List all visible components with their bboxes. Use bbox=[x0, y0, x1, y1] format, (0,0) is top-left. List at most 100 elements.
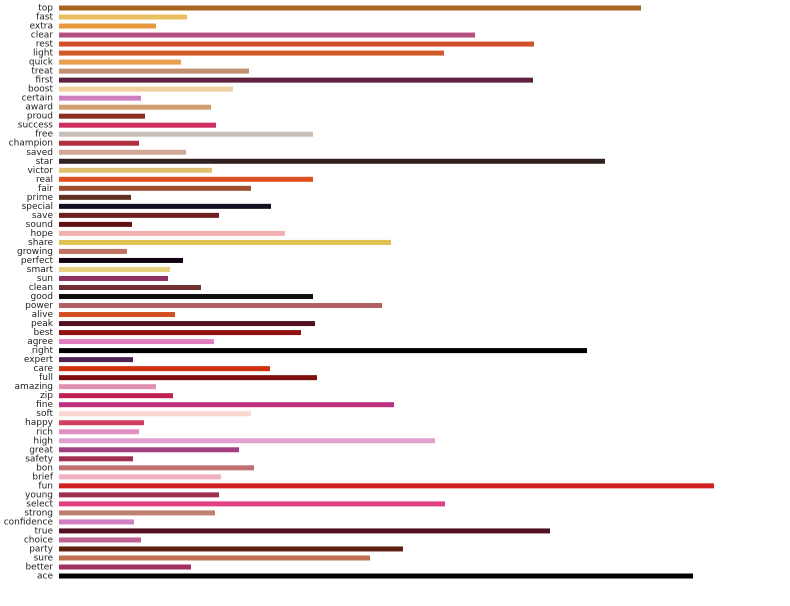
bar bbox=[59, 519, 134, 525]
y-tick-label: clean bbox=[29, 283, 53, 293]
bar bbox=[59, 230, 285, 236]
bar bbox=[59, 185, 251, 191]
y-tick-label: victor bbox=[27, 166, 53, 176]
bar bbox=[59, 77, 533, 83]
y-tick-label: free bbox=[35, 130, 53, 140]
bar bbox=[59, 474, 221, 480]
y-tick-label: best bbox=[34, 328, 54, 338]
bar bbox=[59, 465, 254, 471]
y-tick-label: ace bbox=[37, 572, 53, 582]
y-tick-label: fast bbox=[36, 13, 53, 23]
bar bbox=[59, 131, 313, 137]
y-tick-label: real bbox=[36, 175, 53, 185]
bar bbox=[59, 483, 714, 489]
y-tick-label: treat bbox=[31, 67, 53, 77]
bar bbox=[59, 59, 181, 65]
y-tick-label: sure bbox=[34, 553, 54, 563]
bar bbox=[59, 375, 317, 381]
y-tick-label: care bbox=[33, 364, 53, 374]
y-tick-label: special bbox=[22, 202, 53, 212]
y-tick-label: right bbox=[32, 346, 54, 356]
y-tick-label: peak bbox=[31, 319, 54, 329]
bar bbox=[59, 194, 131, 200]
y-tick-label: light bbox=[33, 49, 53, 59]
bar bbox=[59, 5, 641, 11]
bar bbox=[59, 23, 156, 29]
bar bbox=[59, 212, 219, 218]
bar bbox=[59, 564, 191, 570]
y-tick-label: star bbox=[36, 157, 54, 167]
bar bbox=[59, 447, 239, 453]
y-tick-label: zip bbox=[40, 391, 53, 401]
y-tick-label: better bbox=[25, 562, 53, 572]
bar bbox=[59, 357, 133, 363]
bar bbox=[59, 32, 475, 38]
y-tick-label: alive bbox=[32, 310, 54, 320]
y-tick-label: smart bbox=[27, 265, 54, 275]
bar bbox=[59, 321, 315, 327]
bar bbox=[59, 167, 212, 173]
bar bbox=[59, 537, 141, 543]
y-tick-label: proud bbox=[27, 112, 53, 122]
bar bbox=[59, 104, 211, 110]
bar bbox=[59, 348, 587, 354]
bar bbox=[59, 573, 693, 579]
y-tick-label: strong bbox=[24, 508, 53, 518]
bar bbox=[59, 429, 139, 435]
y-tick-label: sound bbox=[26, 220, 53, 230]
bar bbox=[59, 384, 156, 390]
bar bbox=[59, 86, 233, 92]
bar bbox=[59, 303, 382, 309]
y-tick-label: champion bbox=[9, 139, 53, 149]
bar bbox=[59, 393, 173, 399]
bar bbox=[59, 14, 187, 20]
y-tick-label: fine bbox=[36, 400, 53, 410]
bar bbox=[59, 158, 605, 164]
y-tick-label: brief bbox=[32, 472, 53, 482]
y-tick-label: first bbox=[35, 76, 53, 86]
bar bbox=[59, 366, 270, 372]
y-tick-label: agree bbox=[27, 337, 53, 347]
bar bbox=[59, 68, 249, 74]
bar bbox=[59, 339, 214, 345]
y-tick-label: amazing bbox=[15, 382, 53, 392]
y-tick-label: great bbox=[29, 445, 53, 455]
y-tick-label: sun bbox=[37, 274, 53, 284]
bar bbox=[59, 402, 394, 408]
bar bbox=[59, 203, 271, 209]
y-tick-label: quick bbox=[29, 58, 54, 68]
bar bbox=[59, 528, 550, 534]
y-tick-label: boost bbox=[28, 85, 53, 95]
y-tick-label: high bbox=[33, 436, 53, 446]
y-tick-label: top bbox=[38, 4, 53, 14]
y-tick-label: happy bbox=[25, 418, 54, 428]
bar bbox=[59, 294, 313, 300]
y-tick-label: certain bbox=[22, 94, 53, 104]
y-tick-label: party bbox=[29, 544, 53, 554]
y-tick-label: hope bbox=[31, 229, 54, 239]
bar bbox=[59, 546, 403, 552]
bar bbox=[59, 284, 201, 290]
y-tick-label: expert bbox=[24, 355, 54, 365]
bar bbox=[59, 95, 141, 101]
bar bbox=[59, 257, 183, 263]
bar bbox=[59, 266, 170, 272]
y-tick-label: safety bbox=[25, 454, 53, 464]
bar bbox=[59, 420, 144, 426]
bar bbox=[59, 411, 251, 417]
bar bbox=[59, 330, 301, 336]
y-tick-label: select bbox=[26, 499, 53, 509]
y-tick-label: extra bbox=[30, 22, 53, 32]
bar bbox=[59, 176, 313, 182]
bar bbox=[59, 239, 391, 245]
bar bbox=[59, 438, 435, 444]
y-tick-label: success bbox=[18, 121, 54, 131]
y-tick-label: good bbox=[31, 292, 53, 302]
bar bbox=[59, 41, 534, 47]
bar bbox=[59, 555, 370, 561]
bar bbox=[59, 122, 216, 128]
y-tick-label: saved bbox=[26, 148, 53, 158]
y-tick-label: save bbox=[32, 211, 54, 221]
y-tick-label: rich bbox=[36, 427, 53, 437]
y-tick-label: fun bbox=[38, 481, 53, 491]
